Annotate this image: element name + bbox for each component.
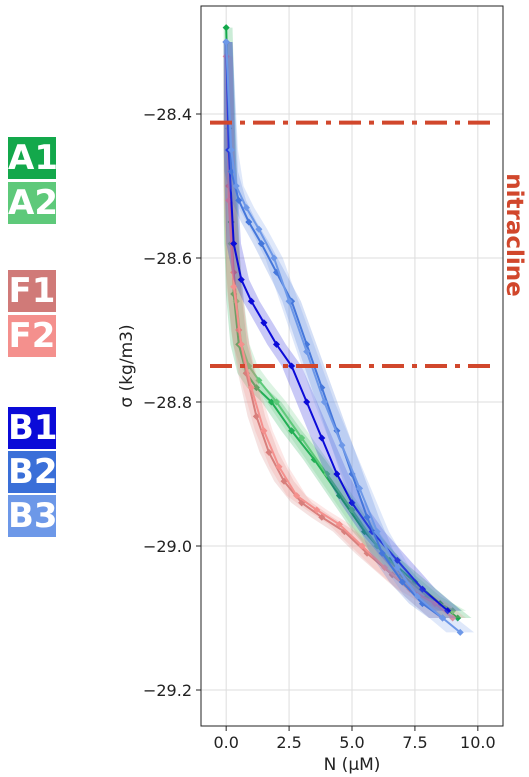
series-f2 [222, 52, 466, 622]
data-point [245, 218, 253, 226]
series-band-f1 [223, 42, 456, 618]
data-point [260, 427, 268, 435]
data-point [230, 283, 238, 291]
data-point [230, 240, 238, 248]
data-point [333, 470, 341, 478]
data-point [323, 470, 331, 478]
data-point [393, 564, 401, 572]
data-point [413, 592, 421, 600]
data-point [232, 182, 240, 190]
data-point [265, 448, 273, 456]
data-point [227, 146, 235, 154]
data-point [378, 549, 386, 557]
data-point [393, 556, 401, 564]
data-point [270, 254, 278, 262]
y-tick-label: −29.2 [143, 681, 192, 700]
data-point [303, 348, 311, 356]
x-tick-label: 7.5 [402, 733, 427, 752]
data-point [293, 492, 301, 500]
data-point [348, 506, 356, 514]
data-marks [222, 24, 475, 636]
data-point [288, 427, 296, 435]
series-band-b1 [223, 42, 462, 611]
data-point [235, 196, 243, 204]
data-point [255, 225, 263, 233]
data-point [222, 24, 230, 32]
data-point [356, 484, 364, 492]
data-point [237, 276, 245, 284]
x-tick-labels: 0.0 2.5 5.0 7.5 10.0 [213, 726, 496, 752]
legend-f2: F2 [8, 315, 56, 357]
nitracline-label: nitracline [501, 173, 527, 297]
data-point [222, 38, 230, 46]
data-point [456, 628, 464, 636]
data-point [398, 578, 406, 586]
data-point [285, 297, 293, 305]
legend-b2: B2 [8, 451, 58, 493]
series-band-f2 [223, 56, 466, 618]
x-tick-label: 10.0 [460, 733, 496, 752]
data-point [454, 614, 462, 622]
data-point [272, 340, 281, 348]
data-point [320, 398, 328, 406]
data-point [275, 463, 283, 471]
data-point [363, 513, 371, 521]
y-tick-label: −28.8 [143, 393, 192, 412]
legend-b1: B1 [8, 407, 58, 449]
data-point [237, 340, 245, 348]
data-point [449, 607, 457, 615]
data-point [267, 398, 276, 406]
x-tick-label: 2.5 [276, 733, 301, 752]
data-point [348, 499, 356, 507]
nitracline-lines [210, 120, 494, 368]
series-band-a1 [223, 27, 472, 619]
x-axis-title: N (μM) [324, 755, 381, 775]
data-point [338, 441, 346, 449]
data-point [381, 564, 389, 572]
data-point [247, 297, 255, 305]
data-point [449, 614, 457, 622]
data-point [298, 434, 306, 442]
data-point [252, 384, 260, 392]
legend-f1: F1 [8, 270, 56, 312]
series-band-a2 [223, 42, 466, 611]
data-point [247, 384, 255, 392]
data-point [242, 204, 250, 212]
data-point [303, 398, 311, 406]
y-tick-label: −29.0 [143, 537, 192, 556]
data-point [444, 607, 452, 615]
x-tick-label: 0.0 [213, 733, 238, 752]
data-point [260, 319, 268, 327]
y-tick-label: −28.6 [143, 249, 192, 268]
data-point [439, 614, 447, 622]
legend-a1: A1 [8, 137, 58, 179]
data-point [257, 240, 265, 248]
data-point [255, 376, 263, 384]
y-tick-label: −28.4 [143, 105, 192, 124]
x-tick-label: 5.0 [339, 733, 364, 752]
legend-b3: B3 [8, 495, 58, 537]
series-line-b3 [225, 41, 461, 634]
data-point [335, 520, 343, 528]
series-b3 [222, 38, 475, 636]
data-point [272, 398, 281, 406]
legend-a2: A2 [8, 182, 58, 224]
data-point [373, 528, 381, 536]
data-point [318, 434, 326, 442]
data-point [252, 412, 260, 420]
y-axis-title: σ (kg/m3) [117, 324, 137, 407]
data-point [313, 506, 321, 514]
data-point [288, 362, 296, 370]
data-point [358, 542, 366, 550]
y-tick-labels: −28.4 −28.6 −28.8 −29.0 −29.2 [143, 105, 201, 700]
data-point [418, 585, 427, 593]
